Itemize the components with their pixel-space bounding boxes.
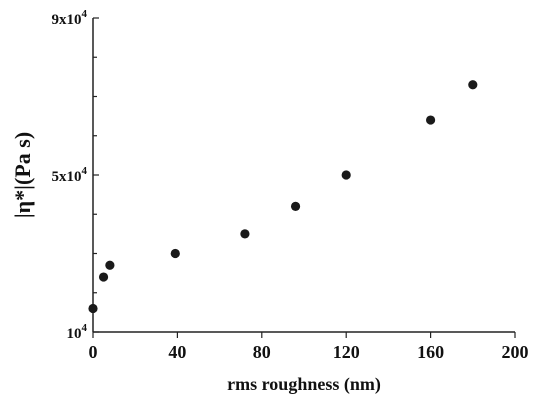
y-tick-label: 5x104 [52,165,88,185]
x-tick-label: 0 [89,342,98,362]
x-tick-label: 120 [333,342,360,362]
data-point [468,80,478,90]
x-ticks: 0 40 80 120 160 200 [89,332,529,362]
axes [92,18,515,333]
y-tick-label: 104 [67,322,88,342]
data-point [290,201,301,211]
data-point [105,260,115,270]
data-point [426,115,436,125]
data-point [341,170,351,180]
y-ticks: 104 5x104 9x104 [52,8,99,342]
x-tick-label: 200 [502,342,529,362]
data-points [88,80,478,314]
data-point [170,248,180,259]
x-tick-label: 80 [253,342,271,362]
data-point [98,272,109,282]
y-axis-label: |η*|(Pa s) [10,132,35,218]
data-point [240,229,250,239]
x-tick-label: 40 [168,342,186,362]
data-point [88,303,98,314]
x-tick-label: 160 [417,342,444,362]
y-tick-label: 9x104 [52,8,88,28]
x-axis-label: rms roughness (nm) [227,374,381,395]
